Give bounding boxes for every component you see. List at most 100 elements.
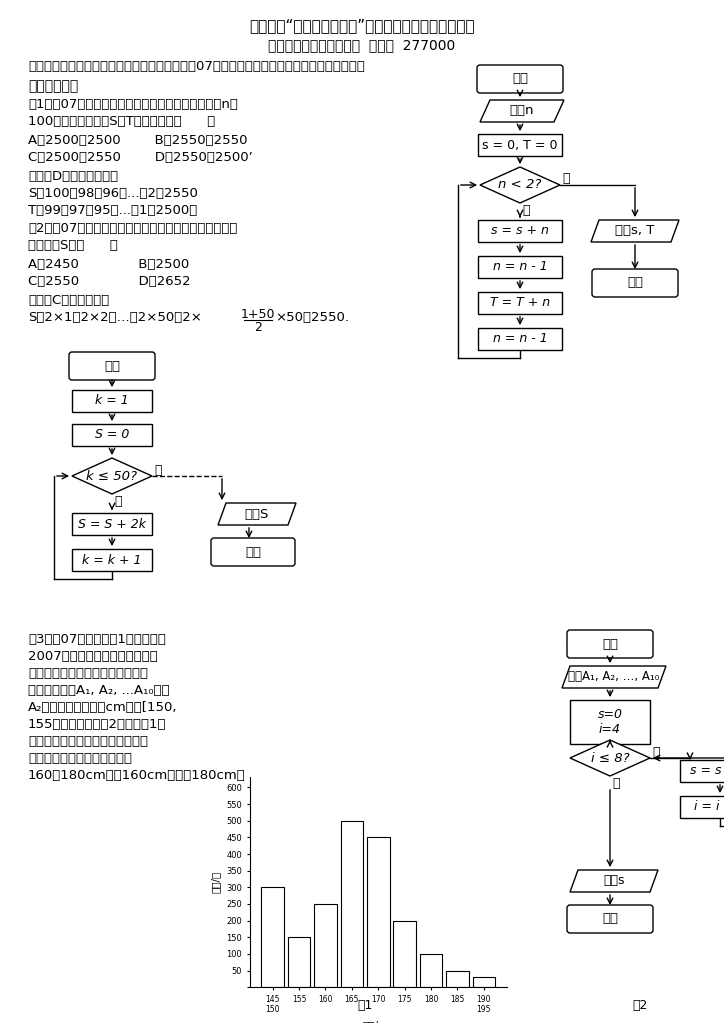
Text: S = S + 2k: S = S + 2k <box>78 518 146 531</box>
Text: n < 2?: n < 2? <box>498 178 542 191</box>
Text: n = n - 1: n = n - 1 <box>492 332 547 346</box>
Text: i = i + 1: i = i + 1 <box>694 801 724 813</box>
Text: C．2550              D．2652: C．2550 D．2652 <box>28 275 190 288</box>
FancyBboxPatch shape <box>592 269 678 297</box>
Bar <box>680 796 724 818</box>
Text: 1+50: 1+50 <box>241 308 275 321</box>
Polygon shape <box>72 458 152 494</box>
FancyBboxPatch shape <box>211 538 295 566</box>
FancyBboxPatch shape <box>69 352 155 380</box>
Text: S＝100＋98＋96＋...＋2＝2550: S＝100＋98＋96＋...＋2＝2550 <box>28 187 198 201</box>
Text: k = 1: k = 1 <box>95 395 129 407</box>
Text: 2007年高考的学生身高条形统计: 2007年高考的学生身高条形统计 <box>28 650 158 663</box>
Text: ×50＝2550.: ×50＝2550. <box>275 311 349 324</box>
Text: 160～180cm（含160cm，不含180cm）: 160～180cm（含160cm，不含180cm） <box>28 769 245 782</box>
Text: 输出s, T: 输出s, T <box>615 224 654 237</box>
Bar <box>478 220 562 242</box>
Text: 结束: 结束 <box>602 913 618 926</box>
Bar <box>72 424 152 446</box>
Text: 否: 否 <box>154 463 161 477</box>
Text: s = s + Aᵢ: s = s + Aᵢ <box>690 764 724 777</box>
Text: 山东省枣庄第八中学南校  于秀永  277000: 山东省枣庄第八中学南校 于秀永 277000 <box>269 38 455 52</box>
Bar <box>420 953 442 987</box>
Bar <box>393 921 416 987</box>
Text: 例3，（07广东卷）图1是某县参加: 例3，（07广东卷）图1是某县参加 <box>28 633 166 646</box>
Text: 解析：D；依据框图可得: 解析：D；依据框图可得 <box>28 170 118 183</box>
Text: 么输出的S＝（      ）: 么输出的S＝（ ） <box>28 239 118 252</box>
Text: 100，则输出的变量S和T的值依次是（      ）: 100，则输出的变量S和T的值依次是（ ） <box>28 115 215 128</box>
Text: 开始: 开始 <box>602 637 618 651</box>
Text: 输入A₁, A₂, …, A₁₀: 输入A₁, A₂, …, A₁₀ <box>568 670 660 683</box>
Bar <box>473 977 495 987</box>
Text: T＝99＋97＋95＋...＋1＝2500。: T＝99＋97＋95＋...＋1＝2500。 <box>28 204 197 217</box>
Text: 算法流程图。现要统计身高在: 算法流程图。现要统计身高在 <box>28 752 132 765</box>
Text: 例1．（07山东卷）阅读右边的程序框图，若输入的n是: 例1．（07山东卷）阅读右边的程序框图，若输入的n是 <box>28 98 238 112</box>
Y-axis label: 人数/人: 人数/人 <box>211 872 221 893</box>
Text: A．2450              B．2500: A．2450 B．2500 <box>28 258 189 271</box>
Polygon shape <box>562 666 666 688</box>
Text: 输入n: 输入n <box>510 104 534 118</box>
Bar <box>680 760 724 782</box>
Text: A₂表示身高（单位：cm）在[150,: A₂表示身高（单位：cm）在[150, <box>28 701 177 714</box>
Text: 否: 否 <box>562 173 570 185</box>
Bar <box>288 937 311 987</box>
Polygon shape <box>480 167 560 203</box>
Text: i ≤ 8?: i ≤ 8? <box>591 752 629 764</box>
Bar <box>478 256 562 278</box>
Text: s = 0, T = 0: s = 0, T = 0 <box>482 138 557 151</box>
Text: 2: 2 <box>254 321 262 333</box>
Text: k = k + 1: k = k + 1 <box>83 553 142 567</box>
Text: 是: 是 <box>652 746 660 758</box>
Text: s = s + n: s = s + n <box>491 224 549 237</box>
Text: 算法与程序框图是新课标地区新增知识点，随着07高考的结束，也逐渐揭开了它神秘的面纱。: 算法与程序框图是新课标地区新增知识点，随着07高考的结束，也逐渐揭开了它神秘的面… <box>28 60 365 73</box>
Text: 解析：C；由程序知，: 解析：C；由程序知， <box>28 294 109 307</box>
Text: S＝2×1＋2×2＋…＋2×50＝2×: S＝2×1＋2×2＋…＋2×50＝2× <box>28 311 202 324</box>
Text: 一、考题赏析: 一、考题赏析 <box>28 79 78 93</box>
Bar <box>367 838 390 987</box>
Bar <box>72 549 152 571</box>
Text: 图1: 图1 <box>358 999 373 1012</box>
Text: 是: 是 <box>114 495 122 508</box>
Bar <box>570 700 650 744</box>
Text: 开始: 开始 <box>512 73 528 86</box>
Text: 人数依次记为A₁, A₂, ...A₁₀（如: 人数依次记为A₁, A₂, ...A₁₀（如 <box>28 684 169 697</box>
Text: n = n - 1: n = n - 1 <box>492 261 547 273</box>
Text: s=0
i=4: s=0 i=4 <box>597 708 623 736</box>
Bar <box>261 887 284 987</box>
Text: A．2500，2500        B．2550，2550: A．2500，2500 B．2550，2550 <box>28 134 248 147</box>
FancyBboxPatch shape <box>567 905 653 933</box>
Text: 高考中的“算法与程序框图”赏析及变式（高二、高三）: 高考中的“算法与程序框图”赏析及变式（高二、高三） <box>249 18 475 33</box>
Text: 输出S: 输出S <box>245 507 269 521</box>
Text: 身高在一定范围内学生人数的一个: 身高在一定范围内学生人数的一个 <box>28 735 148 748</box>
Polygon shape <box>218 503 296 525</box>
FancyBboxPatch shape <box>477 65 563 93</box>
Bar <box>72 513 152 535</box>
Bar <box>478 134 562 155</box>
Bar <box>72 390 152 412</box>
X-axis label: 身高/cm: 身高/cm <box>362 1020 395 1023</box>
Bar <box>314 904 337 987</box>
Text: C．2500，2550        D．2550，2500’: C．2500，2550 D．2550，2500’ <box>28 151 253 164</box>
Text: 否: 否 <box>522 204 529 217</box>
Text: S = 0: S = 0 <box>95 429 129 442</box>
Text: 否: 否 <box>612 777 620 790</box>
Bar <box>341 820 363 987</box>
Text: 图2: 图2 <box>632 999 648 1012</box>
Polygon shape <box>570 740 650 776</box>
Text: 结束: 结束 <box>245 545 261 559</box>
Bar <box>478 292 562 314</box>
Bar <box>478 328 562 350</box>
Text: 输出s: 输出s <box>603 875 625 888</box>
Text: 例2．（07宁夏、海南卷）如果执行右面的程序框图，那: 例2．（07宁夏、海南卷）如果执行右面的程序框图，那 <box>28 222 237 235</box>
Text: 结束: 结束 <box>627 276 643 290</box>
Bar <box>446 971 468 987</box>
Text: 开始: 开始 <box>104 359 120 372</box>
Polygon shape <box>570 870 658 892</box>
FancyBboxPatch shape <box>567 630 653 658</box>
Text: T = T + n: T = T + n <box>490 297 550 310</box>
Polygon shape <box>591 220 679 242</box>
Text: 155）内的人数。图2是统计图1中: 155）内的人数。图2是统计图1中 <box>28 718 167 731</box>
Text: 图，从左到右的各条形图表示学生: 图，从左到右的各条形图表示学生 <box>28 667 148 680</box>
Text: k ≤ 50?: k ≤ 50? <box>86 470 138 483</box>
Polygon shape <box>480 100 564 122</box>
